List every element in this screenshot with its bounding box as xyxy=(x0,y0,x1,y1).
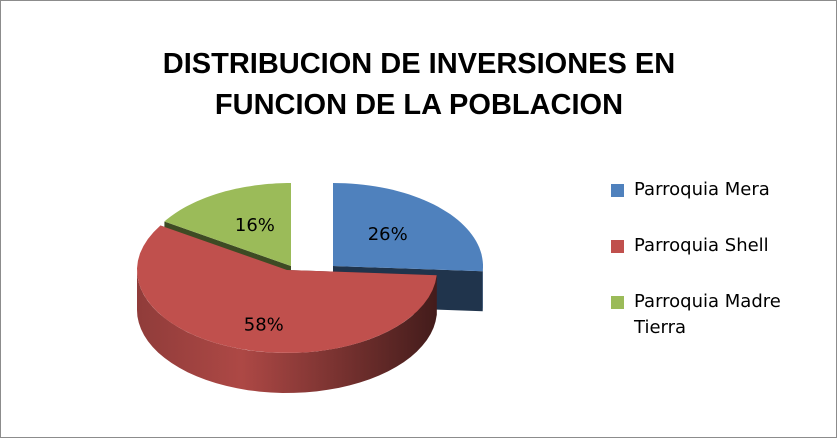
legend-label: Parroquia Mera xyxy=(634,179,770,200)
chart-title: DISTRIBUCION DE INVERSIONES EN xyxy=(163,48,675,80)
pie-slice xyxy=(333,183,483,272)
chart-title: FUNCION DE LA POBLACION xyxy=(215,89,623,121)
legend-item: Parroquia Shell xyxy=(611,233,826,259)
slice-wall xyxy=(137,270,437,393)
data-label: 58% xyxy=(244,314,284,335)
legend-swatch xyxy=(611,296,624,309)
data-label: 26% xyxy=(368,224,408,245)
legend-item: Parroquia Mera xyxy=(611,177,826,203)
pie-slice xyxy=(164,183,291,266)
legend-swatch xyxy=(611,184,624,197)
pie-slice xyxy=(137,225,437,353)
legend-item: Parroquia Madre Tierra xyxy=(611,289,826,341)
data-label: 16% xyxy=(235,215,275,236)
legend-swatch xyxy=(611,240,624,253)
legend: Parroquia Mera Parroquia Shell Parroquia M… xyxy=(611,177,826,371)
legend-label: Parroquia Madre Tierra xyxy=(634,291,781,338)
legend-label: Parroquia Shell xyxy=(634,235,769,256)
